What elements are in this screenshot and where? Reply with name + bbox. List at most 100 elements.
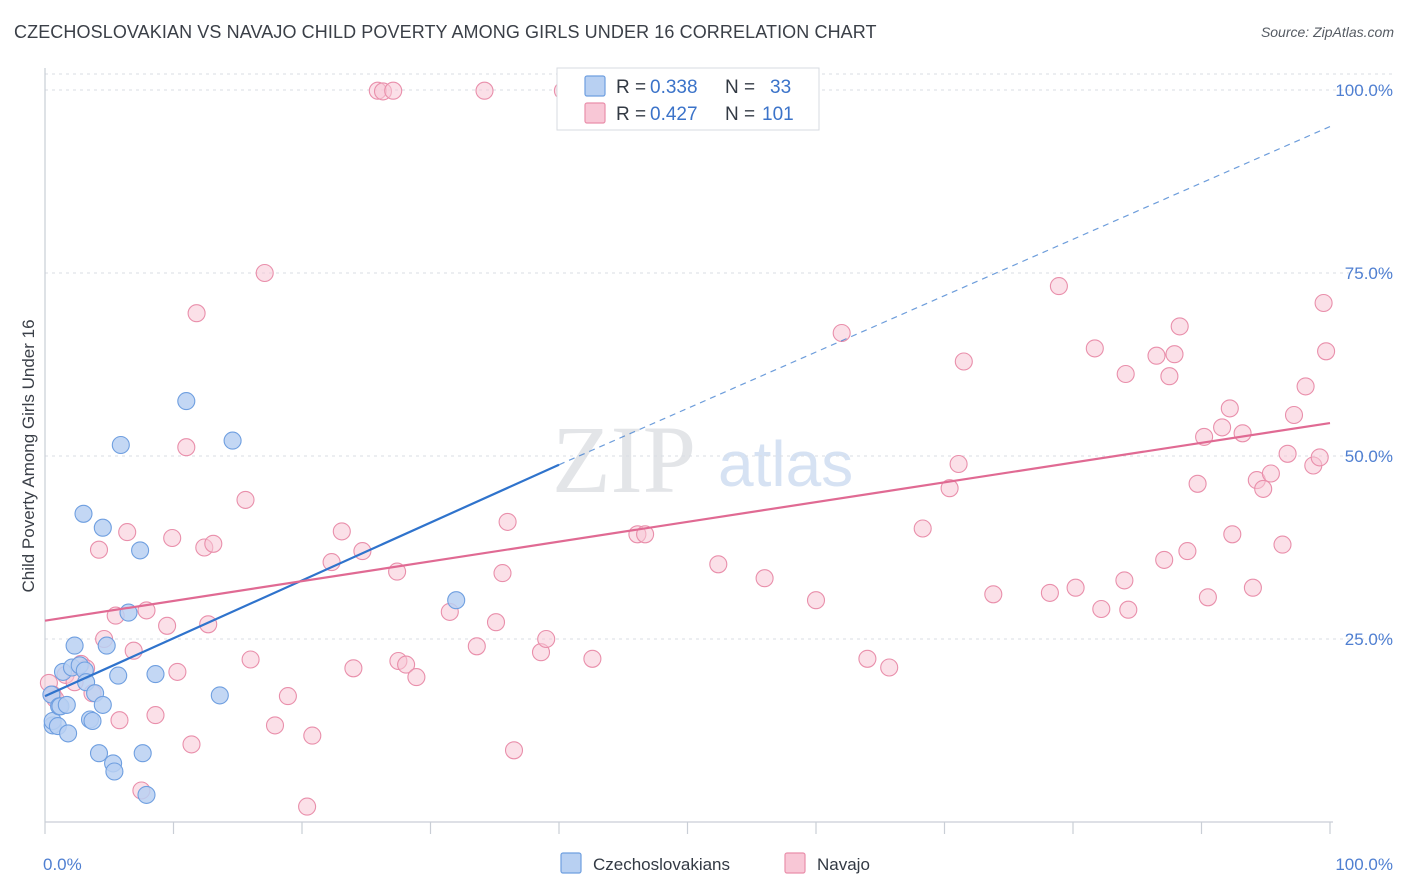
navajo-point <box>1233 424 1252 443</box>
navajo-point <box>1284 405 1304 425</box>
navajo-point <box>158 616 177 635</box>
navajo-point <box>255 263 274 283</box>
legend-n-label: N = <box>725 104 755 125</box>
legend-n-label: N = <box>725 77 755 98</box>
series-legend-navajo: Navajo <box>817 855 870 874</box>
navajo-point <box>832 323 851 343</box>
navajo-point <box>1188 474 1207 493</box>
navajo-point <box>858 649 877 668</box>
navajo-point <box>177 438 196 457</box>
czechoslovakian-point <box>210 686 229 705</box>
navajo-point <box>1178 542 1197 561</box>
navajo-point <box>467 637 486 656</box>
czechoslovakian-point <box>109 666 128 685</box>
navajo-point <box>1243 578 1262 597</box>
czechoslovakian-point <box>57 695 76 714</box>
navajo-point <box>1198 588 1217 607</box>
navajo-point <box>407 668 426 687</box>
source-note: Source: ZipAtlas.com <box>1260 24 1394 40</box>
navajo-point <box>949 454 968 474</box>
watermark-zip: ZIP <box>552 406 696 513</box>
x-tick-label-min: 0.0% <box>43 855 82 874</box>
navajo-point <box>1085 339 1104 358</box>
navajo-point <box>1220 399 1239 418</box>
navajo-point <box>806 591 826 610</box>
y-tick-label: 25.0% <box>1345 630 1393 649</box>
y-axis-title: Child Poverty Among Girls Under 16 <box>19 319 38 592</box>
series-legend-czechoslovakians: Czechoslovakians <box>593 855 730 874</box>
legend-swatch-pink <box>584 102 606 124</box>
navajo-point <box>1296 377 1315 396</box>
legend-n-value: 101 <box>762 104 794 125</box>
navajo-point <box>954 352 973 371</box>
navajo-point <box>1314 293 1333 313</box>
navajo-point <box>163 528 182 548</box>
legend-swatch-blue <box>584 75 606 97</box>
navajo-point <box>1160 367 1179 386</box>
navajo-point <box>755 569 774 588</box>
navajo-point <box>168 662 187 681</box>
navajo-point <box>1213 418 1232 437</box>
chart-title: CZECHOSLOVAKIAN VS NAVAJO CHILD POVERTY … <box>14 22 877 42</box>
navajo-point <box>1261 464 1280 483</box>
legend-n-value: 33 <box>770 77 791 98</box>
czechoslovakian-point <box>223 431 242 450</box>
czechoslovakian-points <box>42 392 466 804</box>
navajo-point <box>1049 277 1068 296</box>
y-tick-label: 75.0% <box>1345 264 1393 283</box>
navajo-point <box>303 726 322 745</box>
czechoslovakian-point <box>146 665 165 684</box>
czechoslovakian-point <box>83 711 102 731</box>
navajo-point <box>204 534 223 553</box>
series-legend-swatch-czechoslovakians <box>560 852 582 874</box>
navajo-point <box>384 81 403 100</box>
navajo-point <box>1317 342 1336 361</box>
czechoslovakian-point <box>89 744 109 763</box>
navajo-point <box>1310 448 1329 467</box>
navajo-point <box>1165 345 1184 364</box>
navajo-point <box>110 711 129 730</box>
legend-r-value: 0.427 <box>650 104 698 125</box>
czechoslovakian-point <box>59 724 78 743</box>
navajo-point <box>278 687 297 706</box>
navajo-point <box>182 735 201 754</box>
navajo-point <box>913 519 932 538</box>
y-tick-labels: 25.0% 50.0% 75.0% 100.0% <box>1335 81 1393 649</box>
watermark: ZIP atlas <box>552 406 853 513</box>
navajo-point <box>1155 550 1174 569</box>
navajo-point <box>146 706 165 725</box>
czechoslovakian-point <box>105 762 124 781</box>
czechoslovakian-point <box>93 518 112 537</box>
trend-lines <box>44 126 1331 698</box>
legend-r-value: 0.338 <box>650 77 698 98</box>
navajo-point <box>984 585 1003 604</box>
navajo-point <box>475 81 494 100</box>
navajo-point <box>187 304 206 323</box>
navajo-point <box>537 629 556 649</box>
x-tick-label-max: 100.0% <box>1335 855 1393 874</box>
navajo-point <box>1278 444 1297 463</box>
navajo-point <box>1273 535 1292 554</box>
navajo-point <box>486 613 506 632</box>
x-ticks <box>44 822 1331 834</box>
navajo-point <box>265 716 285 735</box>
czechoslovakian-point <box>74 504 93 523</box>
czechoslovakian-point <box>137 785 156 804</box>
czechoslovakian-point <box>97 636 116 655</box>
czechoslovakian-point <box>447 591 466 610</box>
czechoslovakian-point <box>65 636 84 655</box>
navajo-point <box>241 650 260 669</box>
navajo-point <box>118 523 137 542</box>
navajo-trend-line <box>44 421 1331 622</box>
navajo-point <box>493 564 512 583</box>
navajo-point <box>1170 317 1189 336</box>
legend-r-label: R = <box>616 104 646 125</box>
czechoslovakian-point <box>177 392 196 411</box>
czechoslovakian-point <box>93 695 112 714</box>
series-legend-swatch-navajo <box>784 852 806 874</box>
navajo-point <box>1040 583 1059 602</box>
navajo-point <box>1254 479 1273 498</box>
navajo-point <box>1115 571 1134 590</box>
navajo-point <box>1116 364 1135 384</box>
navajo-point <box>504 741 524 760</box>
